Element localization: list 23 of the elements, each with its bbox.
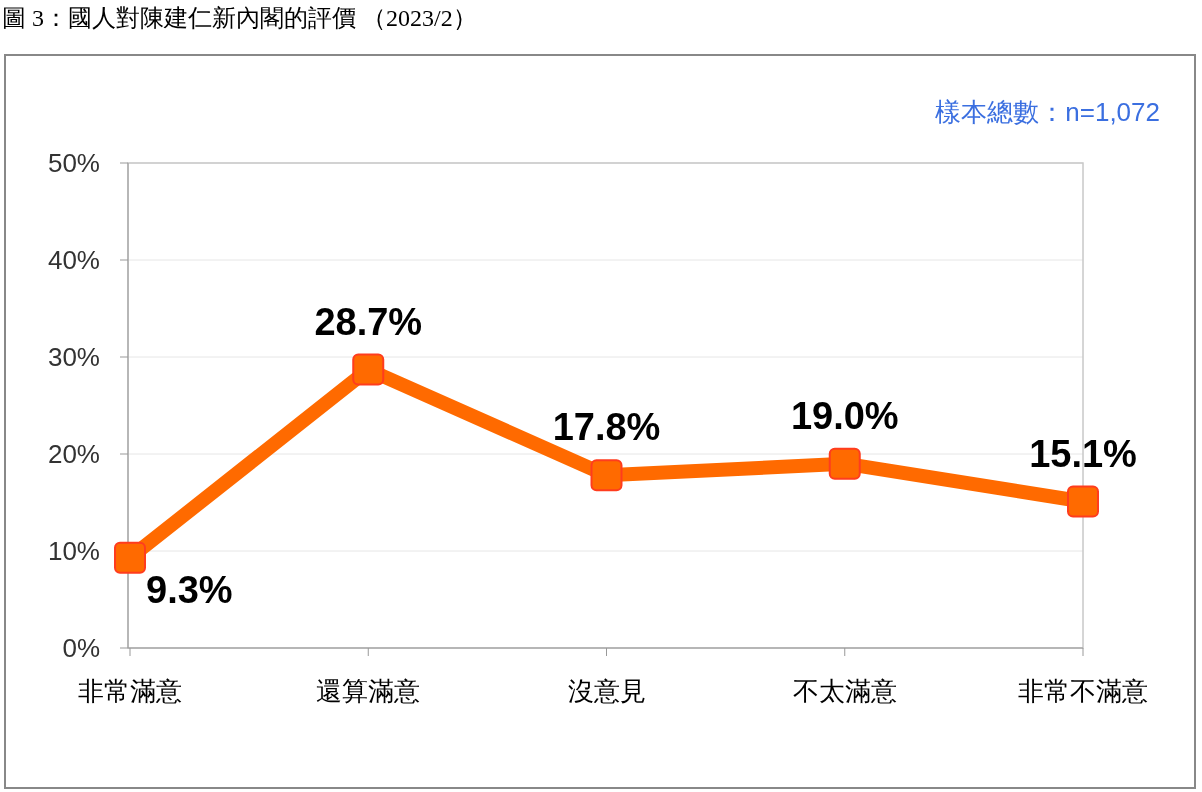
y-tick-label: 0% (62, 633, 100, 664)
chart-title: 圖 3：國人對陳建仁新內閣的評價 （2023/2） (2, 5, 477, 31)
point (590, 459, 623, 492)
text: 樣本總數：n=1,072 (935, 97, 1160, 127)
data-label: 19.0% (790, 394, 899, 437)
y-tick-label: 40% (47, 245, 100, 276)
y-tick-label: 30% (47, 342, 100, 373)
data-label: 9.3% (146, 568, 233, 611)
y-tick-label: 10% (47, 536, 100, 567)
data-label: 17.8% (552, 406, 661, 449)
y-tick-label: 20% (47, 439, 100, 470)
data-label: 28.7% (314, 300, 423, 343)
x-tick-label: 非常滿意 (78, 676, 182, 706)
point (828, 447, 861, 480)
x-tick-label: 不太滿意 (792, 676, 897, 706)
point (114, 541, 146, 574)
data-label: 15.1% (1029, 432, 1137, 475)
point (1067, 485, 1099, 518)
point (352, 353, 385, 386)
x-tick-label: 非常不滿意 (1018, 676, 1148, 706)
x-tick-label: 沒意見 (567, 676, 646, 706)
y-tick-label: 50% (47, 148, 100, 179)
x-tick-label: 還算滿意 (316, 676, 421, 706)
